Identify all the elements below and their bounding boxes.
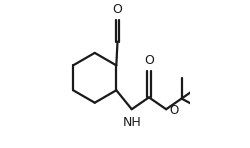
Text: O: O xyxy=(112,3,122,16)
Text: O: O xyxy=(170,104,179,117)
Text: NH: NH xyxy=(122,116,141,129)
Text: O: O xyxy=(144,54,154,67)
